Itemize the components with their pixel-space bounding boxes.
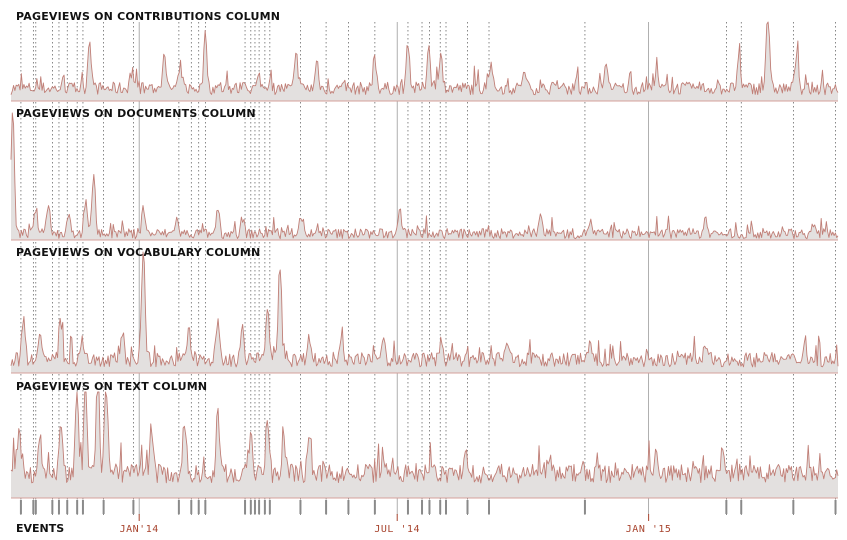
series-line (10, 391, 839, 484)
series-line (10, 251, 839, 368)
panel-3: PAGEVIEWS ON VOCABULARY COLUMN (10, 246, 839, 374)
series-area (11, 392, 838, 498)
events-label: EVENTS (16, 522, 64, 535)
x-tick-label: JAN'14 (120, 524, 159, 535)
panel-1: PAGEVIEWS ON CONTRIBUTIONS COLUMN (10, 10, 839, 102)
panel-title: PAGEVIEWS ON TEXT COLUMN (16, 380, 207, 393)
x-axis: EVENTS JAN'14 JUL '14 JAN '15 (16, 500, 837, 535)
series-area (11, 252, 838, 373)
panel-title: PAGEVIEWS ON DOCUMENTS COLUMN (16, 107, 256, 120)
series-area (11, 22, 838, 101)
panel-4: PAGEVIEWS ON TEXT COLUMN (10, 380, 839, 499)
series-area (11, 113, 838, 240)
panel-title: PAGEVIEWS ON VOCABULARY COLUMN (16, 246, 260, 259)
panel-title: PAGEVIEWS ON CONTRIBUTIONS COLUMN (16, 10, 280, 23)
series-line (10, 21, 839, 96)
event-guides (20, 22, 836, 515)
panels: PAGEVIEWS ON CONTRIBUTIONS COLUMN PAGEVIE… (10, 10, 839, 499)
series-line (10, 112, 839, 240)
panel-2: PAGEVIEWS ON DOCUMENTS COLUMN (10, 107, 839, 241)
x-tick-label: JUL '14 (374, 524, 420, 535)
x-tick-label: JAN '15 (626, 524, 672, 535)
